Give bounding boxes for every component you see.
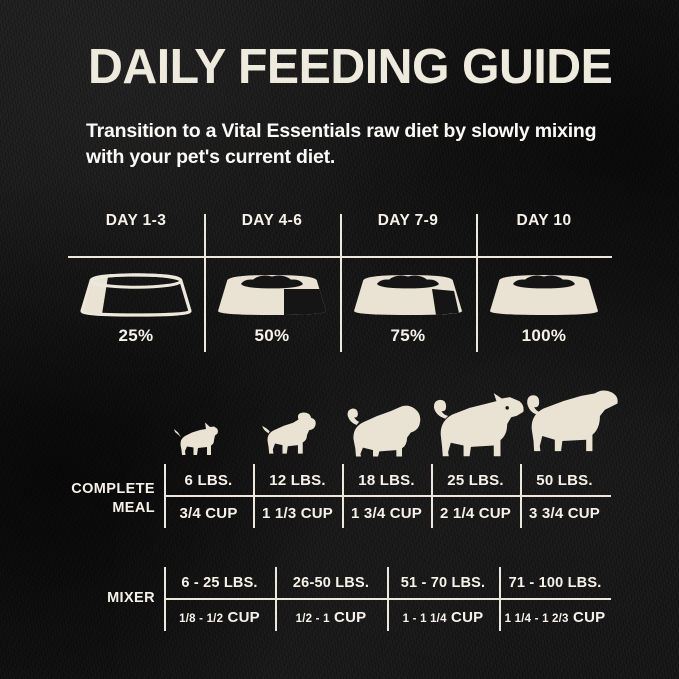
table-divider-2: [387, 567, 389, 631]
amount-fraction: 1 1/4 - 1 2/3: [504, 613, 569, 625]
transition-column-1: DAY 1-3 25%: [68, 212, 204, 352]
day-percent: 50%: [254, 326, 290, 345]
amount-unit: CUP: [451, 609, 484, 626]
table-cell-amount: 1 1/3 CUP: [262, 505, 333, 522]
table-cell-weight: 71 - 100 LBS.: [508, 575, 602, 591]
day-label: DAY 1-3: [105, 212, 167, 229]
table-cell-amount: 1/8 - 1/2 CUP: [164, 609, 275, 626]
table-divider-3: [499, 567, 501, 631]
day-label: DAY 7-9: [377, 212, 439, 229]
table-cell-amount: 1 3/4 CUP: [351, 505, 422, 522]
table-divider-1: [253, 464, 255, 528]
table-cell-weight: 51 - 70 LBS.: [400, 575, 486, 591]
table-row-divider: [164, 495, 611, 497]
page-title: DAILY FEEDING GUIDE: [88, 40, 613, 94]
table-divider-4: [520, 464, 522, 528]
dog-bowl-icon: [340, 264, 476, 322]
table-cell-weight: 26-50 LBS.: [292, 575, 370, 591]
table-divider-1: [275, 567, 277, 631]
table-cell-weight: 6 LBS.: [184, 472, 233, 489]
table-cell-amount: 1 1/4 - 1 2/3 CUP: [499, 609, 611, 626]
amount-unit: CUP: [227, 609, 260, 626]
table-cell-weight: 12 LBS.: [269, 472, 326, 489]
dog-silhouette-small-icon: [244, 383, 338, 459]
table-cell-amount: 2 1/4 CUP: [440, 505, 511, 522]
table-cell-amount: 1/2 - 1 CUP: [275, 609, 387, 626]
transition-column-2: DAY 4-6 50%: [204, 212, 340, 352]
mixer-row-label: MIXER: [50, 589, 155, 608]
transition-grid: DAY 1-3 25% DAY 4-6: [68, 212, 612, 352]
day-label: DAY 4-6: [241, 212, 303, 229]
mixer-label-line1: MIXER: [107, 590, 155, 606]
day-percent: 100%: [521, 326, 567, 345]
table-cell-amount: 1 - 1 1/4 CUP: [387, 609, 499, 626]
complete-meal-label-line1: COMPLETE: [71, 481, 155, 497]
table-cell-amount: 3/4 CUP: [179, 505, 238, 522]
transition-column-4: DAY 10 100%: [476, 212, 612, 352]
dog-silhouette-xlarge-icon: [526, 383, 620, 459]
amount-fraction: 1/2 - 1: [295, 613, 330, 625]
page-subtitle: Transition to a Vital Essentials raw die…: [86, 120, 597, 168]
amount-unit: CUP: [573, 609, 606, 626]
amount-unit: CUP: [334, 609, 367, 626]
table-cell-weight: 50 LBS.: [536, 472, 593, 489]
complete-meal-row-label: COMPLETE MEAL: [50, 480, 155, 518]
day-label: DAY 10: [516, 212, 572, 229]
complete-meal-table: COMPLETE MEAL 6 LBS. 12 LBS. 18 LBS. 25 …: [0, 462, 679, 532]
grid-divider-1: [204, 214, 206, 352]
dog-bowl-icon: [204, 264, 340, 322]
table-cell-weight: 18 LBS.: [358, 472, 415, 489]
day-percent: 25%: [118, 326, 154, 345]
dog-bowl-icon: [476, 264, 612, 322]
table-divider-0: [164, 464, 166, 528]
day-percent: 75%: [390, 326, 426, 345]
complete-meal-label-line2: MEAL: [112, 500, 155, 516]
grid-divider-2: [340, 214, 342, 352]
dog-silhouette-xsmall-icon: [150, 383, 244, 459]
table-cell-amount: 3 3/4 CUP: [529, 505, 600, 522]
table-divider-0: [164, 567, 166, 631]
dog-silhouette-medium-icon: [338, 383, 432, 459]
grid-divider-3: [476, 214, 478, 352]
mixer-table: MIXER 6 - 25 LBS. 26-50 LBS. 51 - 70 LBS…: [0, 565, 679, 635]
table-cell-weight: 25 LBS.: [447, 472, 504, 489]
transition-column-3: DAY 7-9 75%: [340, 212, 476, 352]
amount-fraction: 1/8 - 1/2: [179, 613, 224, 625]
dog-size-row: [150, 383, 620, 459]
table-divider-3: [431, 464, 433, 528]
dog-bowl-icon: [68, 264, 204, 322]
amount-fraction: 1 - 1 1/4: [402, 613, 447, 625]
table-divider-2: [342, 464, 344, 528]
table-cell-weight: 6 - 25 LBS.: [181, 575, 258, 591]
dog-silhouette-large-icon: [432, 383, 526, 459]
